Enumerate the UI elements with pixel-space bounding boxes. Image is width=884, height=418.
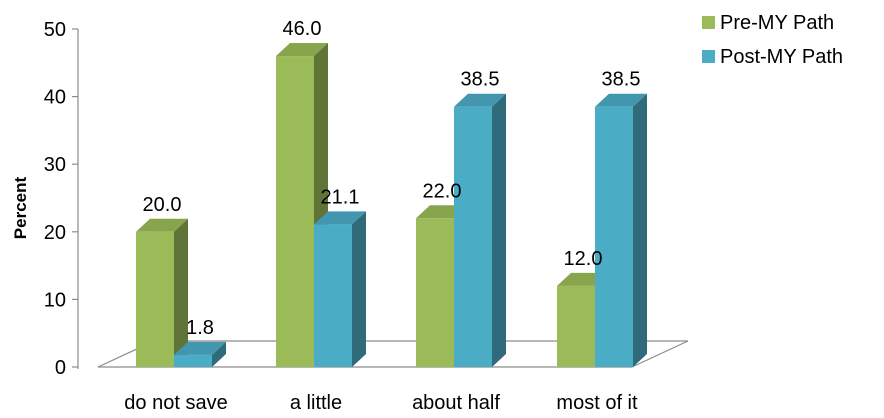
bar-side (492, 93, 506, 368)
bar-top (314, 211, 366, 225)
legend-swatch (702, 50, 715, 63)
bar-front (276, 56, 314, 367)
bar-side (212, 341, 226, 367)
bar-side (633, 93, 647, 368)
y-tick-label: 0 (55, 357, 66, 379)
data-label: 22.0 (423, 180, 462, 202)
bar-front (314, 224, 352, 367)
data-label: 1.8 (186, 317, 214, 339)
legend-label: Post-MY Path (720, 46, 843, 68)
bar-side (174, 218, 188, 367)
y-axis-title: Percent (11, 176, 30, 239)
bar (174, 341, 226, 367)
bar-front (174, 354, 212, 367)
bar-front (416, 218, 454, 367)
data-label: 20.0 (143, 194, 182, 216)
data-label: 12.0 (564, 248, 603, 270)
bar-top (276, 43, 328, 57)
bar-front (454, 106, 492, 368)
legend-label: Pre-MY Path (720, 12, 834, 34)
y-tick-label: 50 (44, 19, 66, 41)
bar (454, 93, 506, 368)
y-tick-label: 30 (44, 154, 66, 176)
bar (595, 93, 647, 368)
data-label: 38.5 (461, 69, 500, 91)
x-axis-tick-labels: do not save a little about half most of it (124, 392, 638, 414)
legend-swatch (702, 16, 715, 29)
bar-front (557, 285, 595, 367)
data-label: 46.0 (283, 18, 322, 40)
y-axis: 0 10 20 30 40 50 (44, 19, 79, 379)
x-tick-label: most of it (556, 392, 638, 413)
legend: Pre-MY Path Post-MY Path (702, 12, 843, 68)
y-tick-label: 40 (44, 87, 66, 109)
y-tick-label: 10 (44, 289, 66, 311)
x-tick-label: do not save (124, 392, 227, 413)
bars-layer (136, 43, 647, 368)
bar (136, 218, 188, 367)
bar-top (454, 93, 506, 107)
bar (314, 211, 366, 367)
bar-top (174, 341, 226, 355)
bar-side (352, 211, 366, 367)
x-tick-label: about half (412, 392, 500, 413)
bar-front (136, 231, 174, 367)
data-label: 38.5 (602, 69, 641, 91)
bar-top (595, 93, 647, 107)
x-tick-label: a little (290, 392, 342, 413)
legend-item: Pre-MY Path (702, 12, 834, 34)
legend-item: Post-MY Path (702, 46, 843, 68)
data-label: 21.1 (321, 186, 360, 208)
bar-front (595, 106, 633, 368)
data-labels-layer: 20.0 1.8 46.0 21.1 22.0 38.5 12.0 38.5 (143, 18, 641, 339)
bar-top (136, 218, 188, 232)
y-tick-label: 20 (44, 222, 66, 244)
